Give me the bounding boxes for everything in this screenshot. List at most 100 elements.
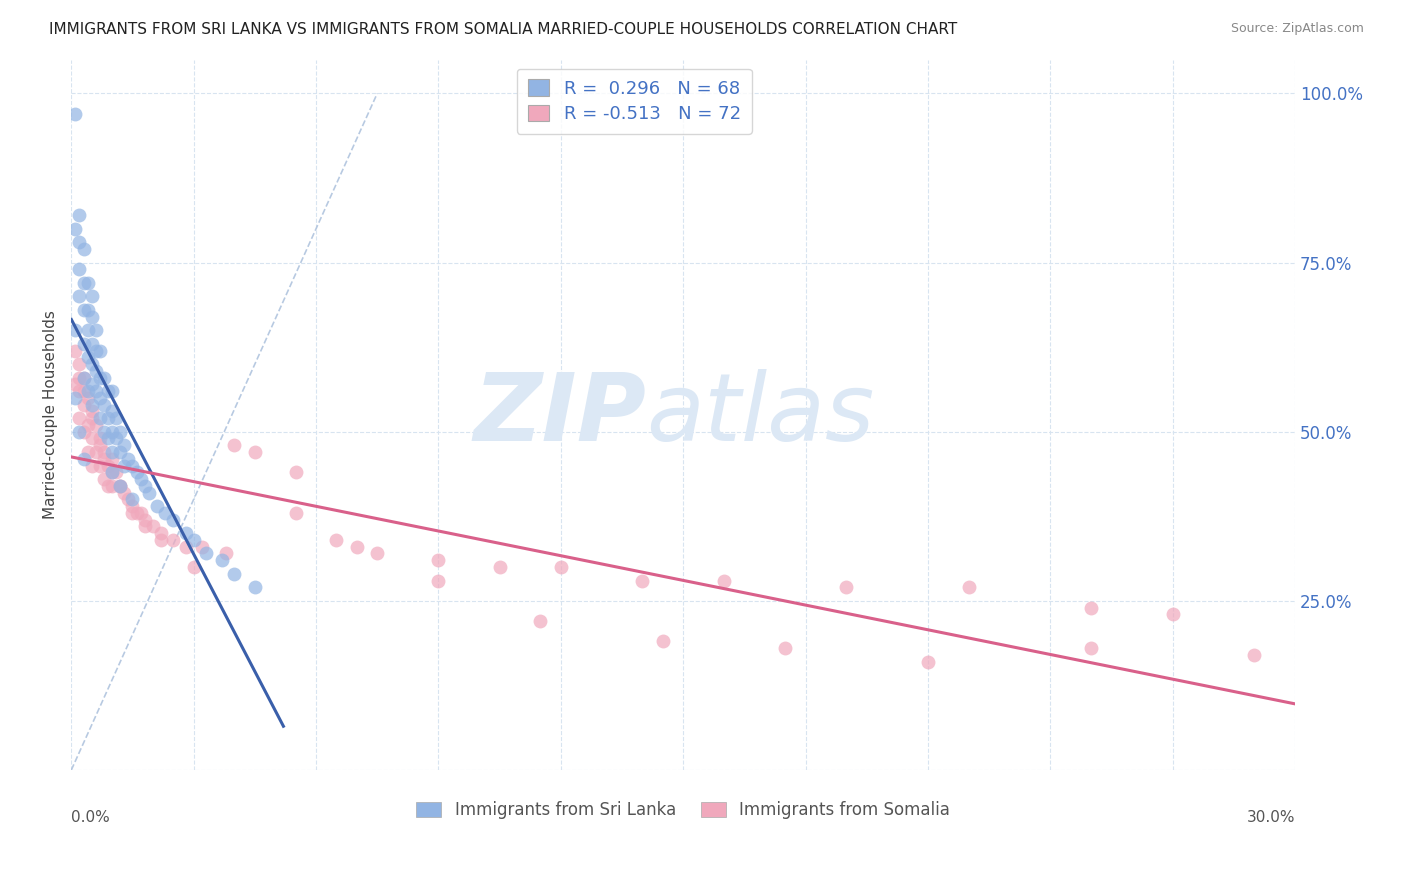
Point — [80, 458, 103, 473]
Point — [117, 451, 139, 466]
Point — [121, 506, 143, 520]
Legend: Immigrants from Sri Lanka, Immigrants from Somalia: Immigrants from Sri Lanka, Immigrants fr… — [409, 794, 956, 826]
Point — [1080, 641, 1102, 656]
Point — [72, 370, 94, 384]
Point — [134, 519, 156, 533]
Point — [110, 479, 132, 493]
Point — [93, 472, 115, 486]
Point — [97, 432, 120, 446]
Point — [110, 479, 132, 493]
Point — [835, 580, 858, 594]
Point — [427, 574, 450, 588]
Point — [529, 614, 551, 628]
Point — [93, 445, 115, 459]
Point — [76, 391, 98, 405]
Point — [72, 370, 94, 384]
Point — [101, 445, 124, 459]
Y-axis label: Married-couple Households: Married-couple Households — [44, 310, 58, 519]
Point — [97, 411, 120, 425]
Point — [80, 377, 103, 392]
Point — [80, 404, 103, 418]
Point — [80, 336, 103, 351]
Point — [93, 425, 115, 439]
Point — [183, 560, 205, 574]
Point — [224, 438, 246, 452]
Point — [427, 553, 450, 567]
Point — [72, 242, 94, 256]
Point — [80, 432, 103, 446]
Text: IMMIGRANTS FROM SRI LANKA VS IMMIGRANTS FROM SOMALIA MARRIED-COUPLE HOUSEHOLDS C: IMMIGRANTS FROM SRI LANKA VS IMMIGRANTS … — [49, 22, 957, 37]
Point — [162, 533, 184, 547]
Text: atlas: atlas — [647, 369, 875, 460]
Point — [72, 398, 94, 412]
Point — [1243, 648, 1265, 662]
Point — [72, 451, 94, 466]
Point — [65, 106, 87, 120]
Point — [138, 485, 160, 500]
Point — [65, 323, 87, 337]
Point — [121, 492, 143, 507]
Point — [211, 553, 233, 567]
Point — [117, 492, 139, 507]
Point — [84, 384, 107, 398]
Point — [174, 526, 197, 541]
Text: Source: ZipAtlas.com: Source: ZipAtlas.com — [1230, 22, 1364, 36]
Point — [69, 208, 91, 222]
Point — [76, 384, 98, 398]
Point — [162, 513, 184, 527]
Point — [89, 458, 111, 473]
Point — [65, 377, 87, 392]
Point — [84, 445, 107, 459]
Point — [65, 221, 87, 235]
Point — [89, 411, 111, 425]
Point — [121, 499, 143, 513]
Point — [97, 384, 120, 398]
Point — [89, 432, 111, 446]
Point — [134, 479, 156, 493]
Point — [84, 323, 107, 337]
Point — [153, 506, 176, 520]
Point — [146, 499, 169, 513]
Point — [917, 655, 939, 669]
Point — [89, 438, 111, 452]
Point — [69, 411, 91, 425]
Point — [194, 547, 217, 561]
Point — [101, 465, 124, 479]
Point — [129, 506, 152, 520]
Point — [80, 310, 103, 324]
Point — [69, 357, 91, 371]
Point — [110, 425, 132, 439]
Point — [76, 323, 98, 337]
Point — [112, 458, 135, 473]
Point — [80, 398, 103, 412]
Point — [84, 364, 107, 378]
Point — [93, 398, 115, 412]
Point — [65, 343, 87, 358]
Point — [191, 540, 214, 554]
Point — [84, 343, 107, 358]
Point — [125, 506, 148, 520]
Point — [105, 432, 128, 446]
Point — [631, 574, 654, 588]
Point — [69, 289, 91, 303]
Point — [284, 506, 307, 520]
Point — [76, 276, 98, 290]
Point — [101, 451, 124, 466]
Point — [550, 560, 572, 574]
Point — [121, 458, 143, 473]
Point — [224, 566, 246, 581]
Point — [80, 411, 103, 425]
Point — [1161, 607, 1184, 622]
Point — [93, 451, 115, 466]
Point — [488, 560, 510, 574]
Point — [325, 533, 347, 547]
Point — [89, 343, 111, 358]
Point — [174, 540, 197, 554]
Point — [72, 276, 94, 290]
Point — [105, 465, 128, 479]
Point — [215, 547, 238, 561]
Point — [72, 384, 94, 398]
Point — [69, 235, 91, 250]
Point — [243, 580, 266, 594]
Point — [105, 411, 128, 425]
